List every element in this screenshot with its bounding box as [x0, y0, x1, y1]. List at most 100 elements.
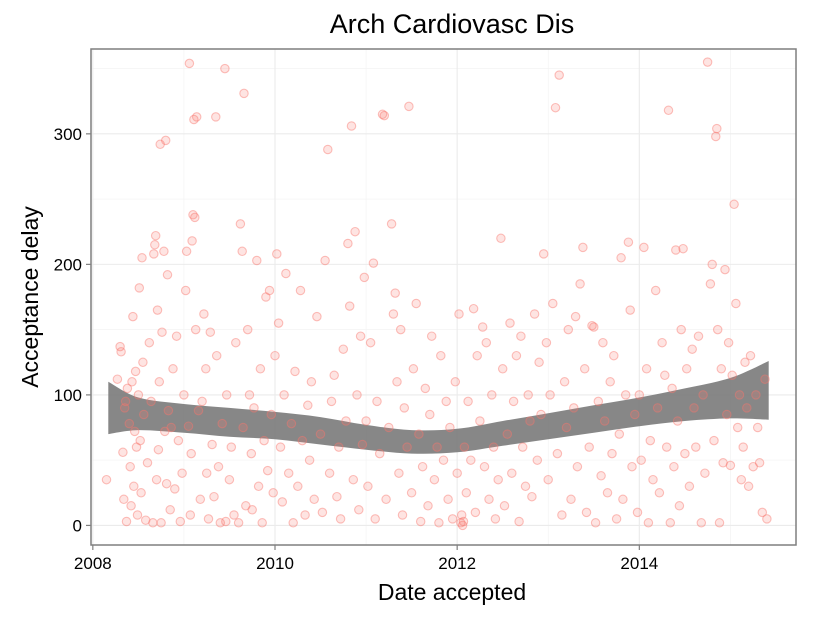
data-point	[536, 409, 546, 420]
data-point	[163, 405, 174, 416]
data-point	[674, 501, 685, 511]
data-point	[514, 516, 524, 527]
data-point	[411, 298, 421, 309]
data-point	[394, 468, 404, 478]
data-point	[124, 418, 135, 429]
data-point	[660, 370, 670, 381]
data-point	[126, 501, 136, 511]
data-point	[725, 460, 736, 471]
data-point	[484, 494, 494, 505]
data-point	[527, 491, 537, 502]
data-point	[388, 309, 399, 319]
data-point	[429, 474, 440, 485]
data-point	[266, 409, 277, 420]
data-point	[687, 344, 697, 354]
data-point	[432, 442, 442, 452]
data-point	[112, 374, 123, 384]
data-point	[722, 409, 732, 420]
data-point	[609, 350, 619, 361]
data-point	[326, 396, 337, 407]
data-point	[370, 514, 380, 524]
data-point	[718, 458, 728, 468]
data-point	[341, 416, 351, 426]
data-point	[702, 57, 713, 67]
data-point	[487, 390, 497, 400]
y-axis: 0 100 200 300	[54, 125, 91, 535]
data-point	[224, 474, 235, 485]
data-point	[745, 350, 756, 361]
data-point	[450, 377, 461, 387]
data-point	[751, 390, 761, 400]
data-point	[404, 101, 414, 112]
data-point	[386, 219, 397, 229]
data-point	[338, 344, 349, 354]
data-point	[712, 123, 722, 134]
data-point	[279, 390, 289, 400]
data-point	[150, 240, 160, 250]
panel-border	[90, 48, 797, 546]
data-point	[541, 337, 552, 348]
data-point	[712, 324, 723, 335]
data-point	[443, 494, 453, 505]
y-tick-label: 100	[54, 386, 82, 405]
data-point	[118, 447, 128, 458]
y-tick-label: 0	[73, 516, 82, 535]
data-point	[408, 364, 419, 374]
data-point	[657, 337, 667, 348]
data-point	[705, 279, 716, 289]
data-point	[188, 210, 198, 220]
data-point	[709, 435, 719, 446]
data-point	[384, 422, 394, 433]
data-point	[680, 448, 690, 459]
data-point	[742, 403, 752, 413]
data-point	[179, 390, 189, 400]
data-point	[306, 377, 317, 387]
data-point	[691, 442, 701, 452]
data-point	[151, 474, 162, 485]
data-point	[566, 494, 576, 505]
data-point	[272, 249, 282, 259]
data-point	[372, 396, 382, 407]
data-point	[497, 364, 508, 374]
data-point	[190, 212, 200, 223]
data-point	[511, 350, 522, 361]
data-point	[456, 518, 466, 528]
data-point	[281, 268, 291, 279]
data-point	[150, 230, 161, 241]
data-point	[203, 514, 214, 524]
data-point	[463, 396, 473, 407]
data-point	[399, 403, 410, 413]
data-point	[627, 461, 637, 472]
data-point	[309, 494, 319, 505]
data-point	[116, 347, 126, 357]
data-point	[324, 468, 335, 478]
data-point	[241, 501, 251, 511]
data-point	[502, 429, 513, 439]
data-point	[406, 488, 417, 498]
data-point	[368, 258, 379, 268]
data-point	[630, 409, 640, 420]
data-point	[499, 501, 510, 511]
data-point	[516, 331, 526, 341]
data-point	[452, 468, 462, 478]
y-tick-label: 200	[54, 255, 82, 274]
smooth-band	[108, 361, 769, 454]
data-point	[417, 461, 428, 472]
data-point	[543, 474, 553, 485]
data-point	[295, 285, 306, 296]
data-point	[570, 311, 581, 322]
data-point	[381, 494, 391, 505]
data-point	[149, 249, 159, 259]
data-point	[197, 396, 207, 407]
data-point	[146, 396, 156, 407]
data-point	[436, 350, 446, 361]
data-point	[643, 518, 654, 528]
data-point	[445, 422, 455, 433]
data-point	[723, 337, 734, 348]
data-point	[293, 481, 303, 492]
data-point	[297, 435, 308, 446]
data-point	[548, 298, 558, 309]
data-point	[157, 327, 167, 337]
data-point	[581, 507, 592, 518]
